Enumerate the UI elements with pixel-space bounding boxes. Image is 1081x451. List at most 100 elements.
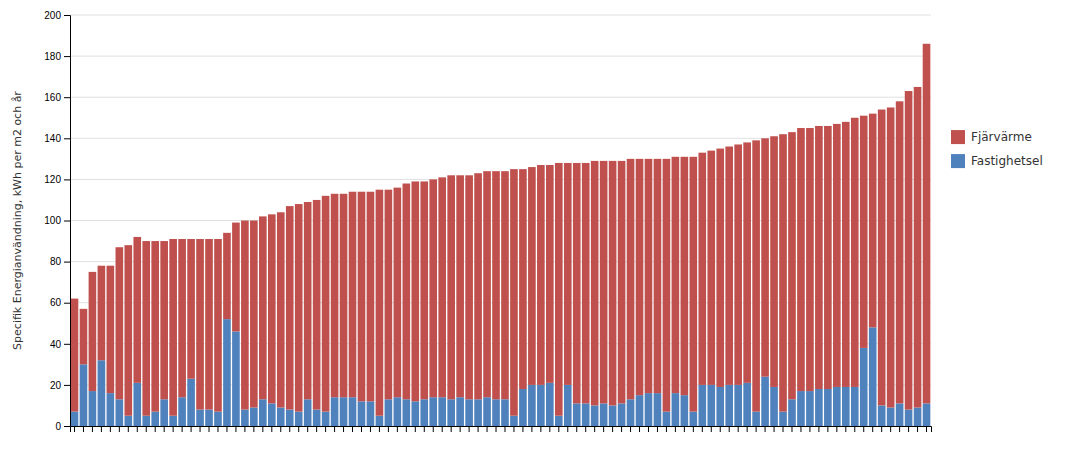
tick — [639, 426, 640, 432]
tick-label: 160 — [44, 92, 61, 103]
bar — [851, 387, 859, 426]
bars — [71, 44, 931, 426]
tick-mark — [415, 426, 416, 432]
tick — [280, 426, 281, 432]
bar — [555, 163, 563, 416]
tick: 20 — [50, 380, 70, 391]
bar — [618, 403, 626, 426]
bar — [116, 247, 124, 399]
bar — [259, 399, 267, 426]
bar — [842, 387, 850, 426]
bar — [160, 399, 168, 426]
tick: 140 — [44, 133, 70, 144]
tick-mark — [791, 426, 792, 432]
tick — [271, 426, 272, 432]
bar — [492, 399, 500, 426]
tick-label: 120 — [44, 174, 61, 185]
tick-mark — [289, 426, 290, 432]
tick — [155, 426, 156, 432]
tick-mark — [64, 97, 70, 98]
tick-label: 200 — [44, 10, 61, 21]
tick — [693, 426, 694, 432]
bar — [349, 397, 357, 426]
bar — [232, 223, 240, 332]
tick-mark — [253, 426, 254, 432]
tick-label: 20 — [50, 380, 62, 391]
bar — [133, 237, 141, 383]
bar — [896, 101, 904, 403]
bar — [887, 107, 895, 407]
bar — [133, 383, 141, 426]
tick — [666, 426, 667, 432]
bar — [600, 161, 608, 403]
tick-mark — [64, 426, 70, 427]
bar — [896, 403, 904, 426]
bar — [672, 393, 680, 426]
tick-mark — [863, 426, 864, 432]
bar — [98, 360, 106, 426]
bar — [591, 405, 599, 426]
tick-mark — [926, 426, 927, 432]
tick — [101, 426, 102, 432]
bar — [914, 408, 922, 426]
tick — [720, 426, 721, 432]
bar — [761, 138, 769, 376]
tick: 120 — [44, 174, 70, 185]
bar — [752, 412, 760, 426]
bar — [824, 126, 832, 389]
bar — [690, 157, 698, 412]
tick-mark — [496, 426, 497, 432]
tick-mark — [648, 426, 649, 432]
tick-mark — [433, 426, 434, 432]
tick-mark — [424, 426, 425, 432]
tick — [343, 426, 344, 432]
bar — [232, 331, 240, 426]
tick-label: 80 — [50, 256, 62, 267]
bar — [340, 194, 348, 397]
bar — [214, 412, 222, 426]
bar — [510, 169, 518, 416]
tick — [424, 426, 425, 432]
bar — [878, 405, 886, 426]
tick-mark — [64, 56, 70, 57]
bar — [151, 241, 159, 412]
tick-mark — [325, 426, 326, 432]
tick: 160 — [44, 92, 70, 103]
tick-label: 40 — [50, 339, 62, 350]
bar — [663, 412, 671, 426]
bar — [178, 239, 186, 397]
tick-label: 180 — [44, 51, 61, 62]
bar — [250, 408, 258, 426]
tick-mark — [101, 426, 102, 432]
bar — [385, 190, 393, 400]
tick: 200 — [44, 10, 70, 21]
tick — [110, 426, 111, 432]
tick-mark — [818, 426, 819, 432]
tick — [504, 426, 505, 432]
tick-mark — [110, 426, 111, 432]
bar — [322, 412, 330, 426]
tick-mark — [666, 426, 667, 432]
bar — [806, 391, 814, 426]
y-axis-title: Specifik Energianvändning, kWh per m2 oc… — [11, 91, 24, 350]
bar — [645, 393, 653, 426]
tick-mark — [702, 426, 703, 432]
tick — [200, 426, 201, 432]
tick-mark — [173, 426, 174, 432]
tick — [800, 426, 801, 432]
legend-item: Fjärvärme — [951, 130, 1032, 145]
bar — [537, 165, 545, 385]
tick — [487, 426, 488, 432]
bar — [456, 175, 464, 397]
tick-mark — [845, 426, 846, 432]
grid — [70, 15, 931, 426]
bar — [420, 181, 428, 399]
tick — [119, 426, 120, 432]
tick-mark — [549, 426, 550, 432]
tick — [603, 426, 604, 432]
bar — [770, 387, 778, 426]
legend: FjärvärmeFastighetsel — [951, 130, 1043, 169]
bar — [295, 412, 303, 426]
bar — [71, 299, 79, 412]
tick-mark — [334, 426, 335, 432]
